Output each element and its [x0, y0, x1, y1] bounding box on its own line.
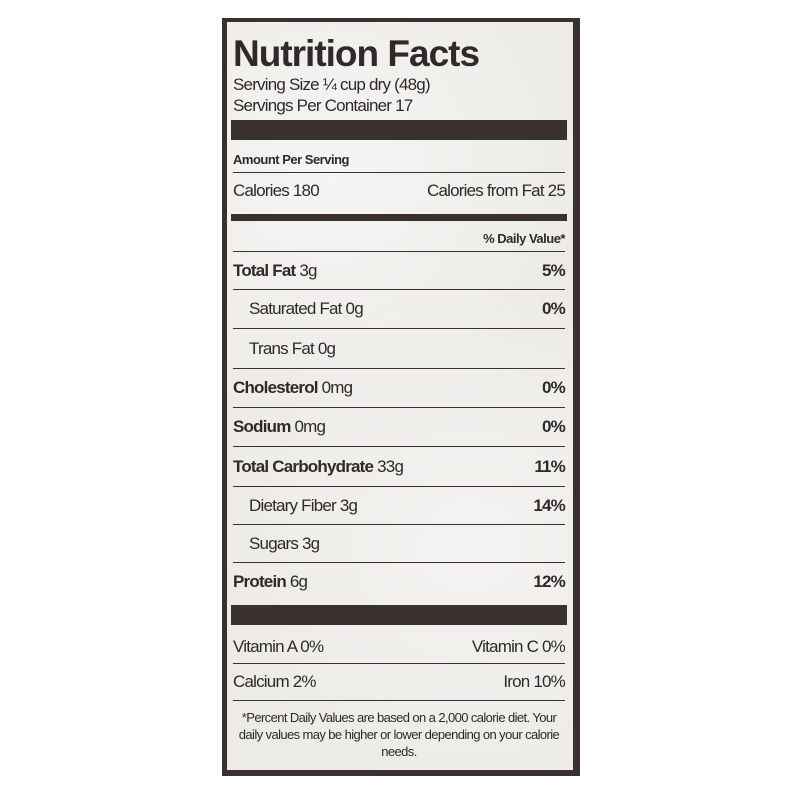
thick-divider	[231, 605, 567, 625]
footnote: *Percent Daily Values are based on a 2,0…	[238, 710, 560, 759]
calories: Calories 180	[233, 181, 320, 200]
nutrient-row-total-fat: Total Fat 3g 5%	[233, 252, 566, 290]
medium-divider	[231, 214, 567, 221]
nutrient-row-dietary-fiber: Dietary Fiber 3g 14%	[233, 487, 566, 525]
amount-per-serving: Amount Per Serving	[233, 151, 349, 167]
daily-value-header: % Daily Value*	[483, 230, 565, 246]
thick-divider	[231, 120, 567, 140]
vitamin-row: Calcium 2% Iron 10%	[233, 664, 566, 701]
nutrient-row-sugars: Sugars 3g	[233, 525, 565, 563]
nutrition-label: Nutrition Facts Serving Size ¼ cup dry (…	[227, 22, 573, 770]
nutrient-row-saturated-fat: Saturated Fat 0g 0%	[233, 290, 566, 329]
nutrient-row-cholesterol: Cholesterol 0mg 0%	[233, 369, 566, 408]
nutrient-row-sodium: Sodium 0mg 0%	[233, 408, 566, 447]
label-title: Nutrition Facts	[233, 33, 480, 74]
nutrient-row-protein: Protein 6g 12%	[233, 572, 566, 591]
calories-from-fat: Calories from Fat 25	[427, 181, 566, 200]
serving-size: Serving Size ¼ cup dry (48g)	[233, 75, 431, 94]
nutrient-row-total-carbohydrate: Total Carbohydrate 33g 11%	[233, 447, 566, 487]
servings-per-container: Servings Per Container 17	[233, 96, 413, 115]
nutrient-row-trans-fat: Trans Fat 0g	[233, 329, 565, 369]
vitamin-row: Vitamin A 0% Vitamin C 0%	[233, 631, 566, 664]
